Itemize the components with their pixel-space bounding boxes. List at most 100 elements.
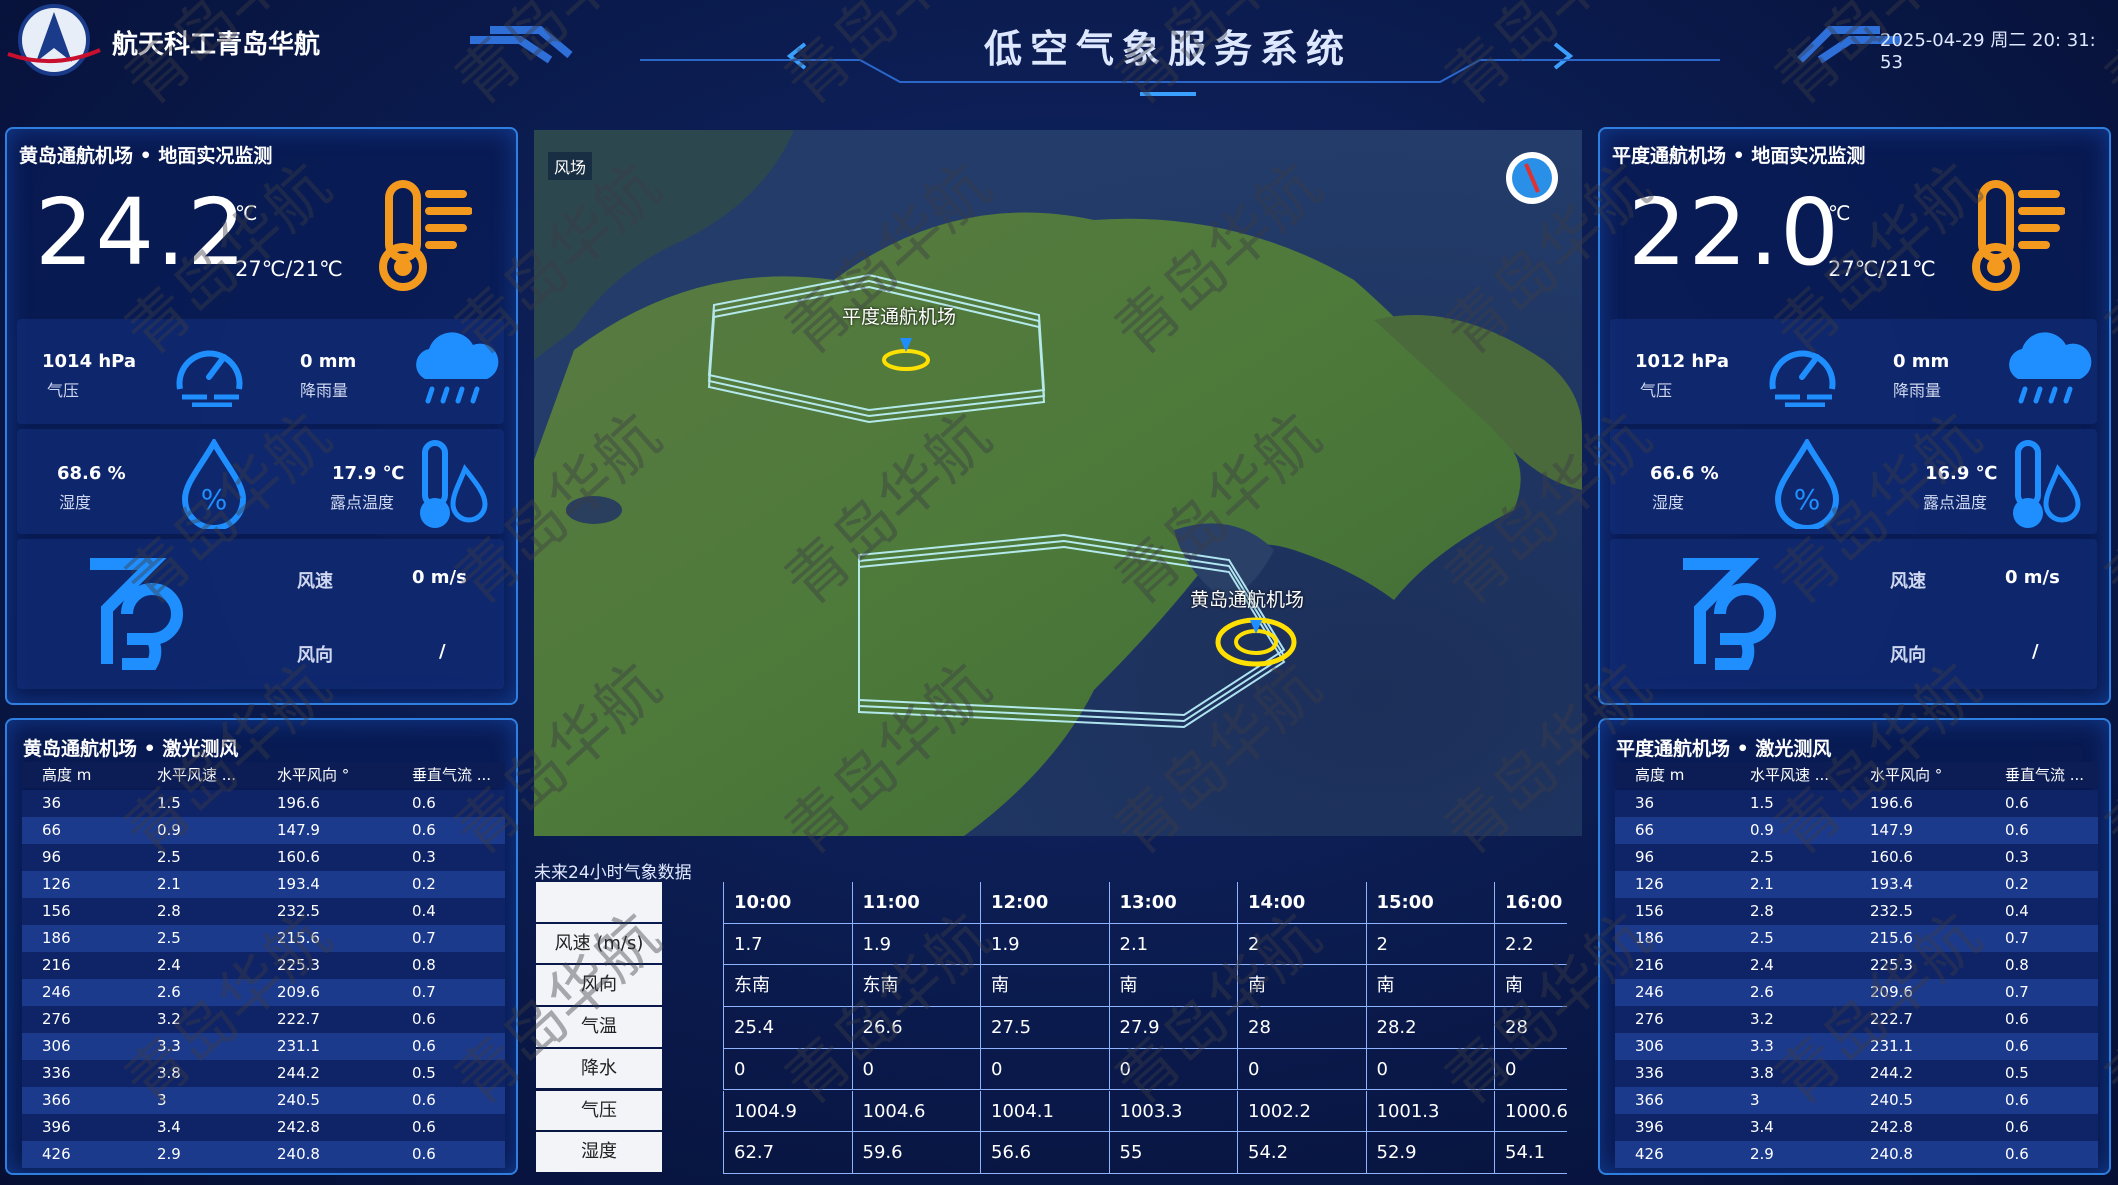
table-cell: 215.6 — [277, 929, 320, 947]
graphic — [420, 440, 488, 528]
map: 风场 平度通航机场 黄岛通航机场 — [534, 130, 1582, 836]
graphic — [1774, 436, 1840, 531]
forecast-cell: 0 — [1237, 1048, 1366, 1091]
forecast-cell: 54.1 — [1494, 1132, 1567, 1174]
map-layer-label: 风场 — [548, 152, 593, 180]
column-header: 水平风向 ° — [277, 766, 350, 784]
rain-icon — [407, 329, 502, 413]
table-row — [1615, 817, 2098, 844]
table-cell: 306 — [1635, 1037, 1664, 1055]
table-cell: 276 — [1635, 1010, 1664, 1028]
table-cell: 186 — [1635, 929, 1664, 947]
table-cell: 2.5 — [1750, 848, 1774, 866]
wind-speed-value: 0 m/s — [412, 567, 467, 588]
wind-speed-value: 0 m/s — [2005, 567, 2060, 588]
table-cell: 0.3 — [2005, 848, 2029, 866]
table-cell: 160.6 — [1870, 848, 1913, 866]
table-row — [22, 790, 505, 817]
time-header: 15:00 — [1365, 882, 1494, 924]
wind-icon — [1675, 554, 1795, 678]
table-cell: 0.7 — [2005, 983, 2029, 1001]
graphic — [90, 558, 184, 670]
table-cell: 2.8 — [157, 902, 181, 920]
graphic — [1524, 163, 1540, 193]
forecast-cell: 0 — [1108, 1048, 1237, 1091]
lidar-panel: 平度通航机场 • 激光测风 高度 m 水平风速 ... 水平风向 ° 垂直气流 ... 3… — [1598, 718, 2111, 1175]
table-row — [1615, 871, 2098, 898]
forecast-cell: 0 — [1365, 1048, 1494, 1091]
table-row — [22, 844, 505, 871]
table-cell: 0.2 — [2005, 875, 2029, 893]
logo-swoosh — [7, 48, 101, 64]
table-cell: 216 — [42, 956, 71, 974]
table-cell: 240.8 — [277, 1145, 320, 1163]
table-cell: 426 — [42, 1145, 71, 1163]
forecast-cell: 2 — [1365, 923, 1494, 966]
table-cell: 276 — [42, 1010, 71, 1028]
graphic — [181, 436, 247, 531]
graphic — [2043, 464, 2081, 523]
table-cell: 209.6 — [277, 983, 320, 1001]
table-row — [1615, 925, 2098, 952]
humidity-value: 66.6 % — [1650, 463, 1719, 484]
wind-direction-value: / — [439, 641, 446, 662]
table-cell: 0.9 — [157, 821, 181, 839]
monitor-panel: 平度通航机场 • 地面实况监测 22.0 ℃ 27℃/21℃ 1012 hPa 气压 0 m… — [1598, 127, 2111, 705]
table-cell: 196.6 — [1870, 794, 1913, 812]
table-cell: 216 — [1635, 956, 1664, 974]
table-cell: 0.6 — [412, 1118, 436, 1136]
forecast-cell: 1004.9 — [723, 1090, 852, 1133]
monitor-panel: 黄岛通航机场 • 地面实况监测 24.2 ℃ 27℃/21℃ 1014 hPa 气压 0 m… — [5, 127, 518, 705]
graphic — [416, 332, 499, 379]
forecast-cell: 54.2 — [1237, 1132, 1366, 1174]
graphic: % — [181, 436, 247, 531]
column-header: 水平风向 ° — [1870, 766, 1943, 784]
table-cell: 196.6 — [277, 794, 320, 812]
table-cell: 2.6 — [1750, 983, 1774, 1001]
temperature: 22.0 — [1628, 179, 1841, 286]
column-header: 水平风速 ... — [1750, 766, 1830, 784]
forecast-table: 10:00 11:00 12:00 13:00 14:00 15:00 16:00 风速 (m… — [534, 882, 1567, 1174]
table-cell: 0.6 — [2005, 1118, 2029, 1136]
row-label: 湿度 — [536, 1132, 662, 1172]
table-cell: 0.6 — [2005, 821, 2029, 839]
graphic — [707, 285, 1046, 424]
table-row — [22, 1060, 505, 1087]
table-cell: 3.2 — [157, 1010, 181, 1028]
arrow-left — [786, 42, 807, 70]
table-cell: 0.5 — [412, 1064, 436, 1082]
graphic — [2015, 440, 2041, 508]
table-cell: 426 — [1635, 1145, 1664, 1163]
temperature-range: 27℃/21℃ — [1828, 257, 1936, 281]
pressure-value: 1014 hPa — [42, 351, 137, 372]
graphic — [176, 350, 243, 408]
wind-direction-label: 风向 — [1890, 645, 1926, 666]
table-row — [22, 952, 505, 979]
forecast-cell: 0 — [723, 1048, 852, 1091]
table-cell: 3.3 — [1750, 1037, 1774, 1055]
column-header: 高度 m — [42, 766, 92, 784]
forecast-cell: 南 — [1365, 965, 1494, 1008]
deco-stripes — [470, 26, 573, 64]
dew-point-icon — [415, 439, 495, 538]
table-row — [1615, 1060, 2098, 1087]
graphic — [394, 258, 412, 276]
table-row — [22, 979, 505, 1006]
forecast-cell: 0 — [851, 1048, 980, 1091]
row-label: 风向 — [536, 965, 662, 1006]
table-cell: 3.2 — [1750, 1010, 1774, 1028]
forecast-cell: 1002.2 — [1237, 1090, 1366, 1133]
thermometer-icon — [1970, 179, 2066, 298]
forecast-cell: 1004.1 — [980, 1090, 1109, 1133]
graphic — [1769, 350, 1836, 390]
dew-point-label: 露点温度 — [1923, 493, 1988, 512]
airport-label: 黄岛通航机场 — [1190, 589, 1305, 611]
table-cell: 0.6 — [2005, 1145, 2029, 1163]
time-header: 11:00 — [851, 882, 980, 924]
graphic — [422, 440, 448, 508]
graphic — [121, 583, 184, 670]
table-cell: 36 — [1635, 794, 1655, 812]
table-row — [22, 871, 505, 898]
graphic — [2018, 190, 2066, 249]
table-cell: 2.5 — [157, 929, 181, 947]
